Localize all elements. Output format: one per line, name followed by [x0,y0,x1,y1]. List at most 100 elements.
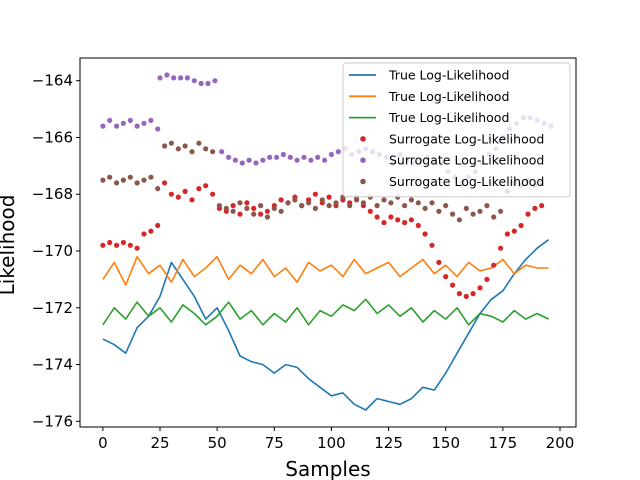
scatter-point-3-8 [155,222,161,229]
scatter-point-4-13 [184,75,190,81]
y-axis-title: Likelihood [0,195,19,296]
scatter-point-5-5 [134,180,140,186]
scatter-point-3-4 [127,242,133,248]
scatter-point-5-15 [203,146,209,152]
plot-frame [79,57,577,428]
scatter-point-5-29 [299,203,305,209]
scatter-point-4-17 [212,78,218,84]
scatter-point-3-47 [422,231,428,237]
scatter-point-5-16 [210,149,216,155]
x-axis-title: Samples [285,457,370,480]
scatter-point-5-1 [107,174,113,180]
scatter-point-4-20 [232,157,238,163]
scatter-point-3-10 [168,191,174,197]
scatter-point-5-18 [223,205,229,211]
scatter-point-3-2 [114,242,120,248]
scatter-point-4-28 [287,154,293,160]
scatter-point-5-37 [354,197,360,203]
scatter-point-5-3 [120,177,126,183]
scatter-point-5-13 [189,149,195,155]
y-tick-label: −176 [32,412,73,430]
scatter-point-4-14 [191,78,197,84]
scatter-point-4-25 [267,154,273,160]
y-tick-label: −168 [32,185,73,203]
scatter-point-3-19 [230,203,236,209]
scatter-point-5-31 [312,205,318,211]
scatter-point-5-46 [415,200,421,206]
x-tick-label: 0 [98,434,108,452]
scatter-point-4-27 [280,151,286,158]
scatter-point-5-57 [491,214,497,220]
scatter-point-4-29 [294,157,300,163]
scatter-point-3-55 [477,285,483,291]
y-tick-label: −170 [32,242,73,260]
legend-box [342,62,571,198]
scatter-point-5-20 [237,200,243,206]
x-tick-label: 175 [489,434,518,452]
scatter-point-5-6 [141,177,147,183]
scatter-point-5-22 [251,211,257,217]
scatter-point-5-23 [258,203,264,209]
scatter-point-3-53 [463,293,469,299]
scatter-point-5-51 [450,211,456,217]
scatter-point-3-46 [415,222,421,229]
scatter-point-5-7 [148,174,154,180]
scatter-point-3-60 [511,228,517,234]
x-tick-label: 100 [317,434,346,452]
scatter-point-4-32 [315,154,321,160]
scatter-point-3-31 [312,191,318,197]
scatter-point-3-14 [196,186,202,192]
scatter-point-3-24 [264,208,270,214]
scatter-point-4-23 [253,160,259,166]
scatter-point-5-27 [285,200,291,206]
scatter-point-5-10 [168,140,174,146]
scatter-point-3-61 [518,222,524,229]
scatter-point-3-54 [470,291,476,297]
y-tick-label: −164 [32,72,73,90]
legend-dot-swatch [360,136,366,142]
series-line-1 [102,255,549,286]
scatter-point-3-56 [484,276,490,282]
scatter-point-5-14 [196,140,202,146]
scatter-point-3-45 [408,217,414,223]
scatter-point-3-3 [120,239,126,246]
legend: True Log-Likelihood True Log-Likelihood Tr… [342,62,571,198]
scatter-point-5-4 [127,174,133,180]
legend-label: Surrogate Log-Likelihood [389,153,544,168]
scatter-point-3-6 [141,231,147,237]
legend-dot-swatch [360,178,366,185]
scatter-point-3-50 [443,274,449,280]
scatter-point-4-4 [127,117,133,123]
scatter-point-5-30 [306,200,312,206]
scatter-point-3-57 [491,262,497,268]
scatter-point-3-59 [504,231,510,237]
scatter-point-3-63 [532,205,538,211]
scatter-point-3-21 [244,200,250,206]
scatter-point-3-52 [456,291,462,297]
scatter-point-4-1 [107,117,113,123]
scatter-point-3-20 [237,211,243,217]
legend-label: Surrogate Log-Likelihood [389,174,544,189]
scatter-point-4-2 [114,123,120,129]
scatter-point-4-31 [308,157,314,163]
scatter-point-5-25 [271,205,277,211]
scatter-point-4-16 [205,80,211,87]
scatter-point-3-13 [189,197,195,203]
series-line-2 [102,298,549,326]
scatter-point-3-39 [367,208,373,214]
scatter-point-4-12 [178,75,184,81]
y-tick-label: −172 [32,299,73,317]
legend-label: True Log-Likelihood [388,110,509,125]
scatter-point-5-58 [498,208,504,214]
scatter-point-5-12 [182,143,188,149]
scatter-point-4-24 [260,157,266,163]
scatter-point-5-36 [347,203,353,209]
legend-label: True Log-Likelihood [388,89,509,104]
scatter-point-3-42 [388,214,394,220]
scatter-point-5-33 [326,203,332,209]
scatter-point-5-2 [114,180,120,186]
scatter-point-3-11 [175,194,181,200]
scatter-point-3-44 [402,220,408,226]
scatter-point-3-49 [436,259,442,265]
scatter-point-4-33 [322,157,328,163]
